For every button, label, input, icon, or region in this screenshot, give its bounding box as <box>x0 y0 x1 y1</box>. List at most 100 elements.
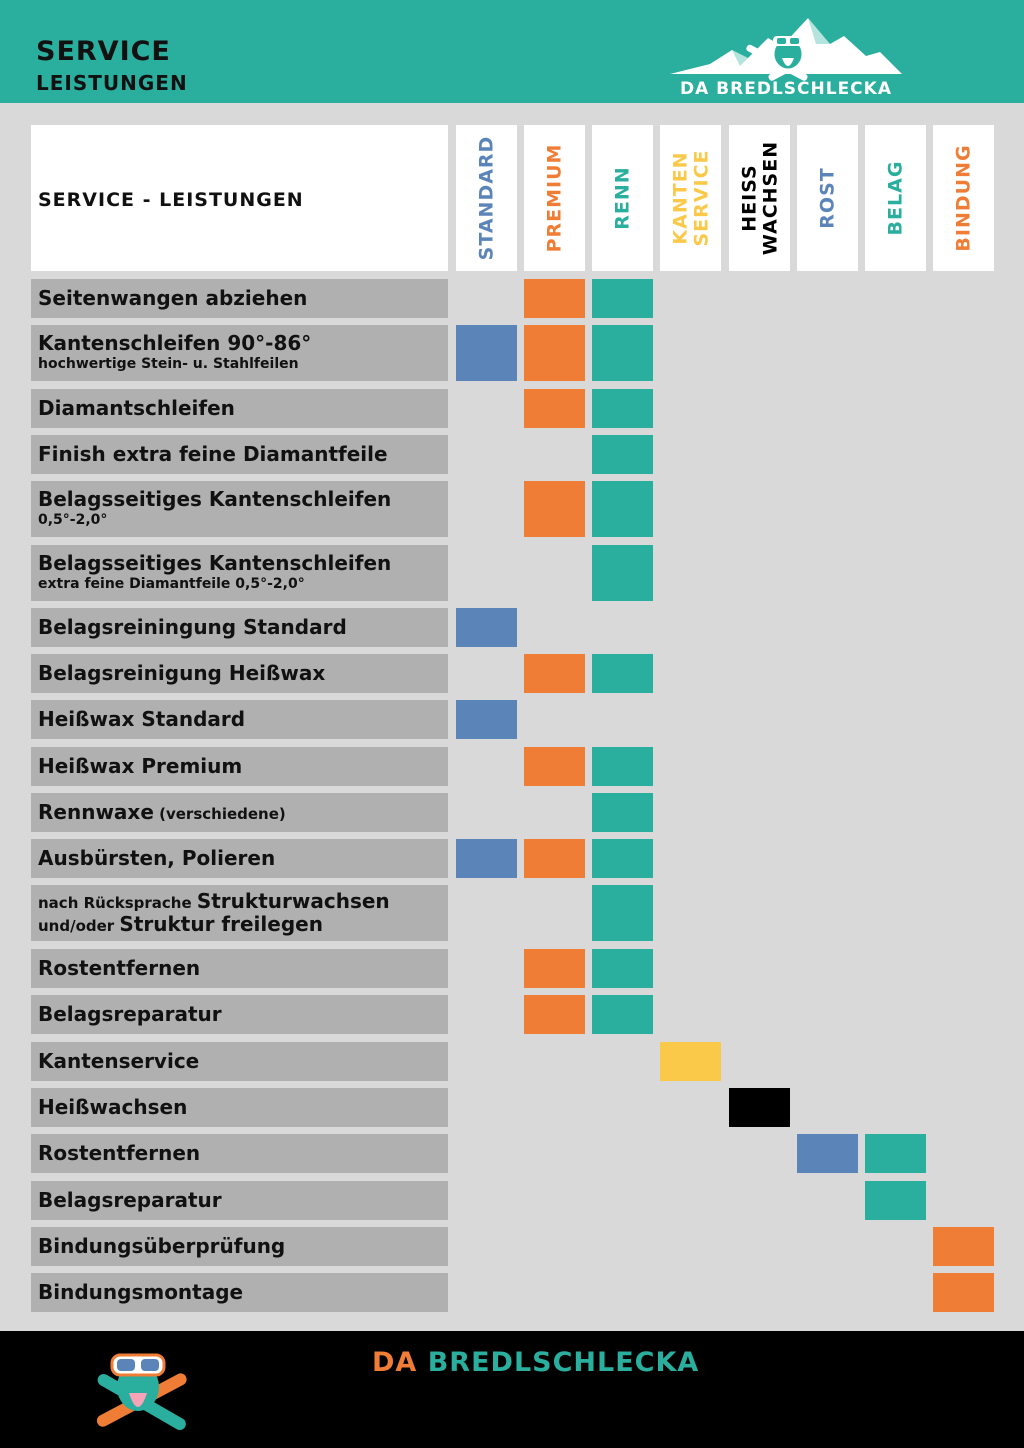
column-header-line: BINDUNG <box>952 144 975 252</box>
row-label-note: und/oder <box>38 917 120 935</box>
table-row: Rostentfernen <box>31 949 448 988</box>
service-mark-premium <box>524 995 585 1034</box>
column-header-line: RENN <box>611 166 634 230</box>
service-mark-premium <box>524 949 585 988</box>
service-mark-renn <box>592 325 653 381</box>
brand-name: DA BREDLSCHLECKA <box>680 79 892 99</box>
service-mark-standard <box>456 700 517 739</box>
row-label-text: Heißwachsen <box>38 1095 188 1119</box>
service-mark-belag <box>865 1134 926 1173</box>
row-label-subtext: 0,5°-2,0° <box>38 512 108 529</box>
footer-brand: DA BREDLSCHLECKA <box>372 1347 699 1378</box>
service-mark-renn <box>592 435 653 474</box>
row-label-text: Rostentfernen <box>38 956 201 980</box>
footer-brand-part-1: DA <box>372 1347 418 1378</box>
table-row: Kantenschleifen 90°-86° hochwertige Stein… <box>31 325 448 381</box>
table-row: Rennwaxe (verschiedene) <box>31 793 448 832</box>
column-header-label: BINDUNG <box>952 144 975 252</box>
row-label-text: Belagsseitiges Kantenschleifen <box>38 551 392 576</box>
row-label-subtext: hochwertige Stein- u. Stahlfeilen <box>38 356 299 373</box>
table-title: SERVICE - LEISTUNGEN <box>38 189 304 211</box>
column-header-label: PREMIUM <box>543 143 566 253</box>
column-header-line: WACHSEN <box>758 140 781 256</box>
row-label-text: Belagsreparatur <box>38 1002 222 1026</box>
table-row: Belagsseitiges Kantenschleifen 0,5°-2,0° <box>31 481 448 537</box>
service-mark-premium <box>524 481 585 537</box>
column-header-line: KANTEN <box>668 151 691 245</box>
service-mark-renn <box>592 279 653 318</box>
row-label-text: Struktur freilegen <box>119 912 323 936</box>
service-mark-premium <box>524 839 585 878</box>
column-header-label: BELAG <box>884 160 907 236</box>
row-label-text: Belagsreiningung Standard <box>38 615 347 639</box>
table-row: Finish extra feine Diamantfeile <box>31 435 448 474</box>
row-label-note: (verschiedene) <box>153 805 286 823</box>
page-title: SERVICE LEISTUNGEN <box>36 38 188 93</box>
row-label-text: Bindungsmontage <box>38 1280 244 1304</box>
row-label-text: Belagsseitiges Kantenschleifen <box>38 487 392 512</box>
service-mark-heiss_wachsen <box>729 1088 790 1127</box>
table-row: Kantenservice <box>31 1042 448 1081</box>
service-mark-renn <box>592 389 653 428</box>
row-label-text: Belagsreparatur <box>38 1188 222 1212</box>
service-mark-rost <box>797 1134 858 1173</box>
column-header-bindung: BINDUNG <box>933 125 994 271</box>
table-title-cell: SERVICE - LEISTUNGEN <box>31 125 448 271</box>
service-mark-kanten_service <box>660 1042 721 1081</box>
service-mark-standard <box>456 839 517 878</box>
column-header-line: SERVICE <box>689 149 712 247</box>
row-label-note: nach Rücksprache <box>38 894 197 912</box>
column-header-rost: ROST <box>797 125 858 271</box>
table-row: nach Rücksprache Strukturwachsen und/oder… <box>31 885 448 941</box>
column-header-line: PREMIUM <box>543 143 566 253</box>
table-row: Heißwax Standard <box>31 700 448 739</box>
row-label-text: Rostentfernen <box>38 1141 201 1165</box>
table-row: Ausbürsten, Polieren <box>31 839 448 878</box>
footer-bar: DA BREDLSCHLECKA <box>0 1331 1024 1448</box>
column-header-standard: STANDARD <box>456 125 517 271</box>
table-row: Seitenwangen abziehen <box>31 279 448 318</box>
column-header-label: KANTEN SERVICE <box>668 149 712 247</box>
row-label-text: Heißwax Premium <box>38 754 243 778</box>
table-row: Belagsreiningung Standard <box>31 608 448 647</box>
table-row: Belagsreparatur <box>31 995 448 1034</box>
service-mark-belag <box>865 1181 926 1220</box>
service-mark-renn <box>592 654 653 693</box>
row-label-text: Heißwax Standard <box>38 707 246 731</box>
service-mark-standard <box>456 608 517 647</box>
row-label-text: Bindungsüberprüfung <box>38 1234 286 1258</box>
column-header-line: STANDARD <box>475 135 498 261</box>
row-label-text: Seitenwangen abziehen <box>38 286 308 310</box>
service-mark-premium <box>524 325 585 381</box>
service-mark-bindung <box>933 1273 994 1312</box>
table-row: Diamantschleifen <box>31 389 448 428</box>
row-label-line: nach Rücksprache Strukturwachsen <box>38 890 441 913</box>
row-label-text: Belagsreinigung Heißwax <box>38 661 326 685</box>
column-header-line: ROST <box>816 167 839 229</box>
service-mark-renn <box>592 995 653 1034</box>
title-line-1: SERVICE <box>36 36 171 67</box>
row-label-subtext: extra feine Diamantfeile 0,5°-2,0° <box>38 576 305 593</box>
row-label-text: Rennwaxe (verschiedene) <box>38 800 286 824</box>
service-mark-premium <box>524 747 585 786</box>
service-mark-renn <box>592 793 653 832</box>
service-mark-premium <box>524 389 585 428</box>
column-header-label: HEIßWACHSEN <box>737 140 781 256</box>
service-mark-premium <box>524 654 585 693</box>
column-header-renn: RENN <box>592 125 653 271</box>
service-mark-bindung <box>933 1227 994 1266</box>
mascot-icon <box>96 1353 187 1430</box>
column-header-line: BELAG <box>884 160 907 236</box>
table-row: Heißwax Premium <box>31 747 448 786</box>
row-label-text: Kantenschleifen 90°-86° <box>38 331 312 356</box>
service-mark-renn <box>592 545 653 601</box>
row-label-text: Diamantschleifen <box>38 396 235 420</box>
table-row: Belagsreinigung Heißwax <box>31 654 448 693</box>
footer-brand-part-2: BREDLSCHLECKA <box>427 1347 700 1378</box>
column-header-kanten_service: KANTEN SERVICE <box>660 125 721 271</box>
service-mark-renn <box>592 481 653 537</box>
column-header-line: HEIß <box>737 164 760 232</box>
column-header-label: ROST <box>816 167 839 229</box>
row-label-line: und/oder Struktur freilegen <box>38 913 441 936</box>
table-row: Heißwachsen <box>31 1088 448 1127</box>
